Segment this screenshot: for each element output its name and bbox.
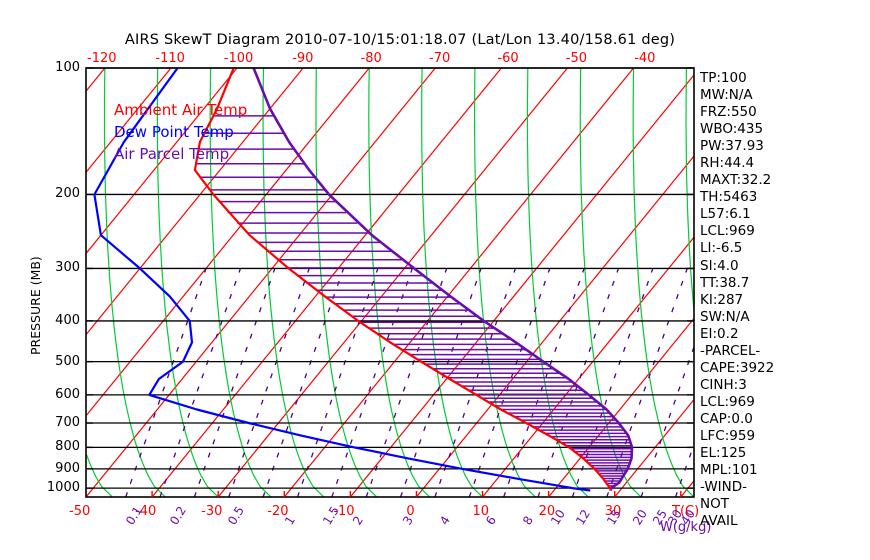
bottom-temp-tick-10: 10 [472,504,490,519]
pressure-tick-800: 800 [55,439,80,455]
stat-item-lcl969: LCL:969 [700,393,755,410]
pressure-tick-500: 500 [55,353,80,369]
stat-item-lfc959: LFC:959 [700,427,756,444]
bottom-temp-tick--20: -20 [267,504,289,519]
top-temp-tick--40: -40 [634,51,656,66]
stat-item-wind: -WIND- [700,479,748,496]
sounding-stats-panel: TP:100 MW:N/A FRZ:550 WBO:435 PW:37.93 RH:44.… [700,70,850,530]
stat-item-maxt322: MAXT:32.2 [700,172,772,189]
bottom-temp-tick-20: 20 [538,504,556,519]
stat-item-wbo435: WBO:435 [700,121,764,138]
stat-item-mwna: MW:N/A [700,87,753,104]
top-temp-tick--90: -90 [292,51,314,66]
pressure-tick-700: 700 [55,415,80,431]
top-temp-tick--110: -110 [155,51,185,66]
bottom-temp-tick-0: 0 [406,504,415,519]
stat-item-rh444: RH:44.4 [700,155,755,172]
stat-item-cap00: CAP:0.0 [700,410,753,427]
stat-item-not: NOT [700,496,729,513]
top-temp-tick--50: -50 [565,51,588,66]
top-temp-tick--70: -70 [429,51,451,66]
stat-item-pw3793: PW:37.93 [700,138,764,155]
stat-item-tt387: TT:38.7 [700,274,750,291]
bottom-temp-tick--10: -10 [333,504,355,519]
stat-item-si40: SI:4.0 [700,257,739,274]
top-temp-tick--120: -120 [87,51,117,66]
stat-item-frz550: FRZ:550 [700,104,757,121]
stat-item-ki287: KI:287 [700,291,744,308]
stat-item-avail: AVAIL [700,513,738,530]
stat-item-l5761: L57:6.1 [700,206,751,223]
pressure-tick-100: 100 [55,60,80,75]
stat-item-el125: EL:125 [700,445,747,462]
pressure-tick-900: 900 [55,460,80,476]
legend-dew-point-temp: Dew Point Temp [114,123,234,141]
mixing-ratio-axis-label: W(g/kg) [660,520,712,535]
bottom-temp-tick--30: -30 [201,504,223,519]
page-title: AIRS SkewT Diagram 2010-07-10/15:01:18.0… [124,32,676,48]
legend-ambient-air-temp: Ambient Air Temp [114,101,248,119]
stat-item-tp100: TP:100 [700,70,747,86]
legend-air-parcel-temp: Air Parcel Temp [114,145,230,163]
top-temp-tick--80: -80 [360,51,382,66]
stat-item-ei02: EI:0.2 [700,325,739,342]
bottom-temp-tick--50: -50 [69,504,91,519]
stat-item-parcel: -PARCEL- [700,342,761,359]
stat-item-cape3922: CAPE:3922 [700,359,775,376]
bottom-temp-tick-30: 30 [604,504,622,519]
stat-item-li65: LI:-6.5 [700,240,743,257]
pressure-tick-200: 200 [55,186,80,202]
bottom-temp-tick--40: -40 [135,504,157,519]
stat-item-th5463: TH:5463 [700,189,758,206]
bottom-temp-axis-label: T(C) [672,504,700,519]
pressure-tick-400: 400 [55,312,80,328]
top-temp-tick--100: -100 [223,51,254,66]
pressure-tick-600: 600 [55,386,80,402]
pressure-tick-1000: 1000 [46,480,80,496]
stat-item-cinh3: CINH:3 [700,376,747,393]
stat-item-swna: SW:N/A [700,308,750,325]
stat-item-mpl101: MPL:101 [700,462,758,479]
pressure-tick-300: 300 [55,260,80,276]
stat-item-lcl969: LCL:969 [700,223,755,240]
top-temp-tick--60: -60 [497,51,519,66]
